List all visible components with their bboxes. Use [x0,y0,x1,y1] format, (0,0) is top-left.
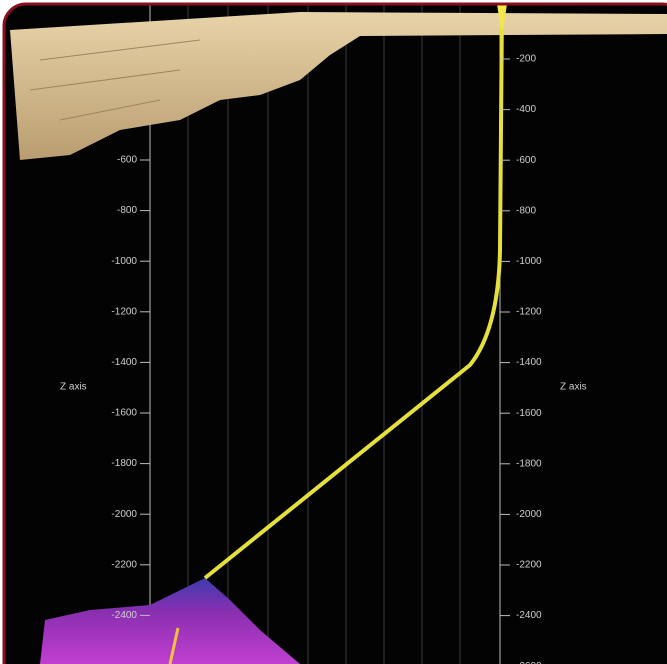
well-branch [168,627,180,664]
left-axis-title: Z axis [60,382,87,393]
right-tick-label: -400 [516,104,536,115]
right-tick-label: -600 [516,155,536,166]
right-axis-title: Z axis [560,382,587,393]
left-tick-label: -1800 [111,458,137,469]
left-tick-label: -1400 [111,357,137,368]
left-tick-label: -2200 [111,559,137,570]
well-trajectory [203,5,504,580]
right-tick-label: -200 [516,54,536,65]
ticks: -600 -800 -1000 -1200 -1400 -1600 -1800 -2000 -2… [111,54,542,664]
surface [10,12,667,160]
reservoir [40,578,300,664]
left-tick-label: -1200 [111,306,137,317]
right-tick-label: -800 [516,205,536,216]
right-tick-label: -2600 [516,661,542,664]
left-tick-label: -800 [117,205,137,216]
right-tick-label: -2400 [516,610,542,621]
right-tick-label: -1000 [516,256,542,267]
left-tick-label: -2000 [111,509,137,520]
right-tick-label: -1600 [516,408,542,419]
left-tick-label: -1600 [111,408,137,419]
wellhead [497,4,507,30]
right-tick-label: -2200 [516,560,542,571]
left-tick-label: -2400 [111,610,137,621]
right-tick-label: -1200 [516,307,542,318]
right-tick-label: -1800 [516,458,542,469]
surface-texture [29,39,201,121]
right-tick-label: -2000 [516,509,542,520]
left-tick-label: -600 [117,155,137,166]
left-tick-label: -1000 [111,256,137,267]
right-tick-label: -1400 [516,357,542,368]
